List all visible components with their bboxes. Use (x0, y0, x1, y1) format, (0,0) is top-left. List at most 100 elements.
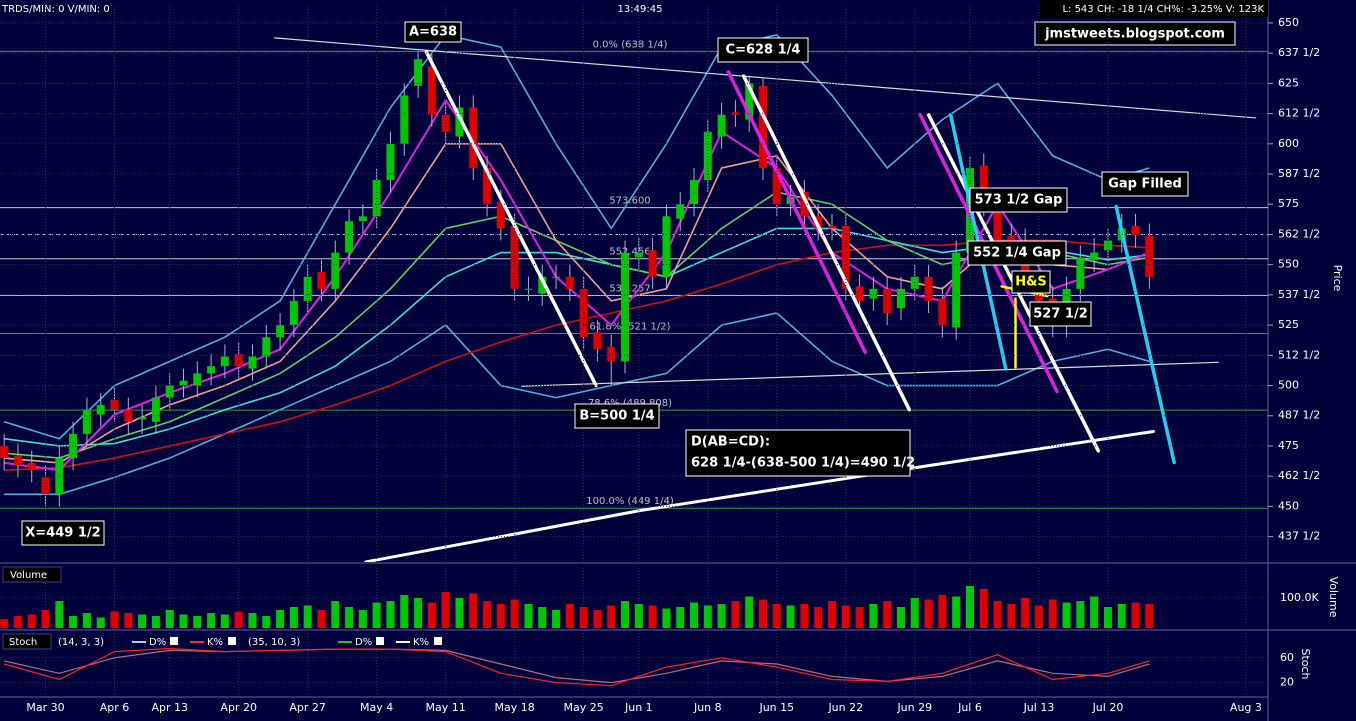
volume-bar (1048, 599, 1057, 628)
candle-body (841, 225, 850, 289)
x-tick-label: Mar 30 (26, 701, 64, 714)
candle-body (510, 225, 519, 289)
y-tick-label: 600 (1278, 137, 1299, 150)
panel-title: Volume (10, 570, 47, 581)
annotation-box (969, 187, 1068, 213)
volume-bar (1062, 602, 1071, 628)
candle-body (289, 300, 298, 326)
volume-bar (1117, 604, 1126, 628)
candle-body (276, 325, 285, 338)
legend-checkbox[interactable] (170, 637, 178, 645)
volume-bar (717, 604, 726, 628)
volume-bar (565, 604, 574, 628)
trendline (520, 361, 1219, 387)
level-label: 0.0% (638 1/4) (593, 39, 668, 50)
candle-body (483, 167, 492, 205)
candle-body (745, 83, 754, 120)
candle-body (648, 250, 657, 277)
volume-bar (703, 605, 712, 628)
x-tick-label: Apr 13 (151, 701, 188, 714)
trendline (726, 70, 867, 354)
candle-body (27, 462, 36, 471)
candle-body (938, 298, 947, 326)
volume-bar (593, 610, 602, 628)
volume-bar (13, 616, 22, 628)
volume-bar (524, 604, 533, 628)
candle-body (827, 225, 836, 229)
volume-bar (82, 613, 91, 628)
volume-bar (151, 616, 160, 628)
candle-body (676, 204, 685, 219)
volume-bar (289, 607, 298, 628)
stoch-line (3, 647, 1150, 687)
trendline (1114, 204, 1176, 465)
legend-label: K% (207, 637, 223, 648)
volume-bar (358, 610, 367, 628)
annotation-box (1011, 270, 1051, 294)
candle-body (317, 271, 326, 289)
volume-bar (110, 611, 119, 628)
header-quote: L: 543 CH: -18 1/4 CH%: -3.25% V: 123K (1062, 4, 1264, 15)
candle-body (262, 337, 271, 357)
volume-bar (455, 598, 464, 628)
candle-body (41, 477, 50, 495)
candle-body (552, 276, 561, 278)
candle-body (151, 397, 160, 422)
candle-body (331, 252, 340, 289)
y-tick-label: 487 1/2 (1278, 409, 1320, 422)
legend-checkbox[interactable] (228, 637, 236, 645)
x-tick-label: Jun 29 (896, 701, 932, 714)
volume-bar (234, 611, 243, 628)
legend-checkbox[interactable] (434, 637, 442, 645)
candle-body (538, 276, 547, 294)
volume-bar (124, 613, 133, 628)
x-tick-label: Jun 15 (758, 701, 794, 714)
annotation-text: 527 1/2 (1033, 307, 1088, 322)
annotation-box (967, 240, 1067, 266)
volume-bar (441, 592, 450, 628)
volume-bar (759, 599, 768, 628)
level-label: 552.456 (609, 247, 650, 258)
annotation-box (574, 403, 660, 429)
header-time: 13:49:45 (618, 4, 663, 15)
candle-body (869, 288, 878, 299)
candle-body (1076, 257, 1085, 289)
volume-bar (800, 604, 809, 628)
y-tick-label: 450 (1278, 499, 1299, 512)
volume-bar (731, 601, 740, 628)
volume-bar (220, 614, 229, 628)
trendline (273, 37, 1257, 119)
legend-checkbox[interactable] (376, 637, 384, 645)
x-tick-label: Jun 22 (827, 701, 863, 714)
volume-bar (827, 601, 836, 628)
volume-bar (952, 596, 961, 628)
volume-bar (276, 610, 285, 628)
panel-title: Stoch (9, 637, 37, 648)
volume-bar (331, 601, 340, 628)
annotation-box (1029, 301, 1092, 327)
panel-label-box (2, 633, 52, 650)
volume-bar (1090, 596, 1099, 628)
watermark-box (1034, 21, 1236, 46)
volume-bar (386, 601, 395, 628)
volume-bar (965, 586, 974, 628)
stoch-line (4, 648, 1150, 684)
volume-bar (510, 599, 519, 628)
volume-bar (786, 605, 795, 628)
annotation-text: H&S (1015, 275, 1047, 290)
watermark: jmstweets.blogspot.com (1044, 27, 1225, 42)
x-tick-label: May 25 (564, 701, 604, 714)
x-tick-label: May 11 (426, 701, 466, 714)
candle-body (993, 206, 1002, 241)
volume-bar (41, 610, 50, 628)
volume-bar (469, 593, 478, 628)
volume-bar (938, 595, 947, 628)
volume-bar (648, 605, 657, 628)
x-tick-label: May 18 (495, 701, 535, 714)
study-params: (35, 10, 3) (248, 637, 300, 648)
trendline (364, 429, 1155, 562)
candle-body (165, 385, 174, 398)
candle-body (82, 409, 91, 434)
x-tick-label: Jun 8 (693, 701, 722, 714)
